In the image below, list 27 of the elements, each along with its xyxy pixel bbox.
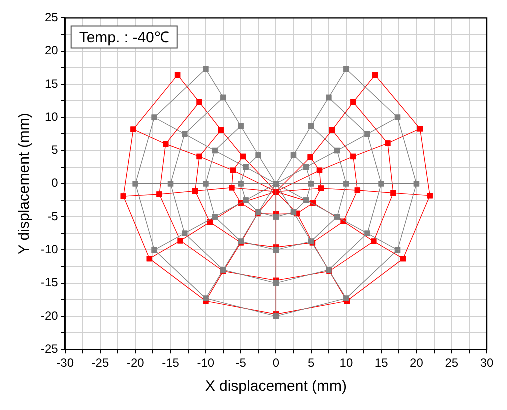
- x-tick-label: 20: [410, 356, 424, 370]
- y-tick-label: 0: [52, 176, 59, 190]
- x-tick-label: 10: [340, 356, 354, 370]
- annotation: Temp. : -40℃: [79, 29, 170, 46]
- y-tick-label: -25: [41, 342, 59, 356]
- x-tick-label: 30: [480, 356, 494, 370]
- x-tick-label: -15: [162, 356, 180, 370]
- x-axis-title: X displacement (mm): [205, 378, 348, 396]
- x-tick-label: -5: [236, 356, 247, 370]
- x-tick-label: -30: [56, 356, 74, 370]
- x-tick-label: -20: [126, 356, 145, 370]
- y-tick-label: -5: [48, 209, 59, 224]
- y-tick-label: 15: [44, 76, 59, 91]
- y-tick-label: 10: [44, 110, 59, 124]
- y-axis-title: Y displacement (mm): [16, 113, 34, 255]
- x-tick-label: -25: [92, 356, 110, 370]
- x-tick-label: -10: [197, 356, 215, 370]
- x-tick-label: 0: [272, 356, 280, 370]
- x-tick-label: 25: [445, 356, 459, 370]
- y-tick-label: 25: [44, 10, 59, 25]
- y-tick-label: 5: [52, 143, 59, 158]
- x-tick-label: 15: [374, 356, 389, 370]
- y-tick-label: -20: [41, 308, 59, 323]
- y-tick-label: 20: [44, 44, 59, 58]
- x-tick-label: 5: [308, 356, 315, 370]
- y-tick-label: -10: [41, 242, 59, 256]
- y-tick-label: -15: [41, 276, 59, 290]
